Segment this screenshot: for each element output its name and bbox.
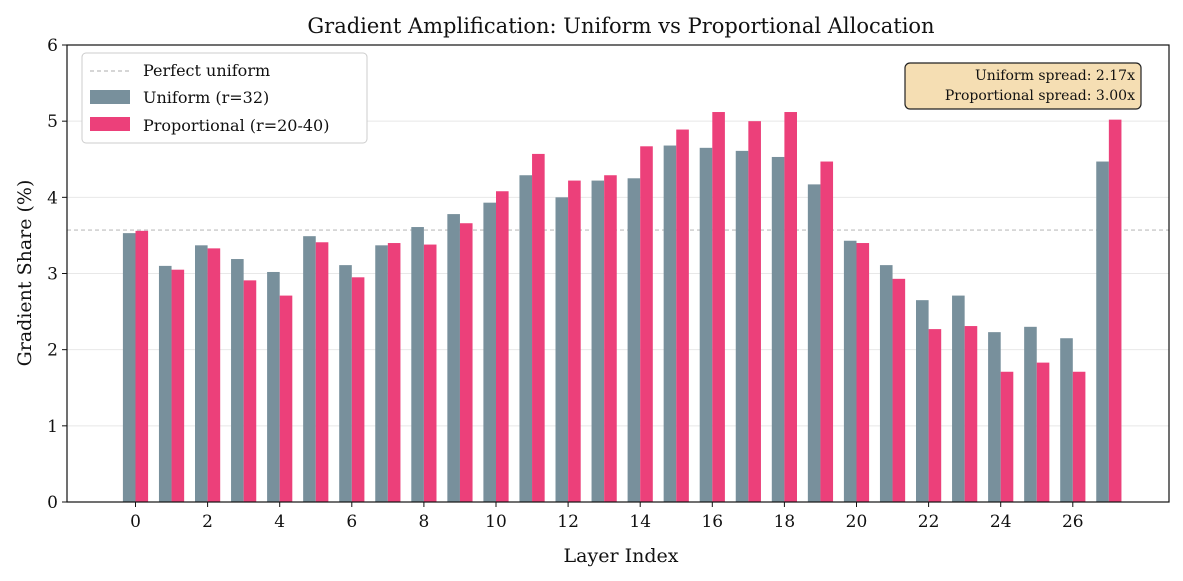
bar-proportional (712, 112, 725, 502)
legend-label-proportional: Proportional (r=20-40) (143, 116, 329, 135)
bar-proportional (892, 278, 906, 502)
bar-proportional (423, 244, 437, 502)
bar-uniform (663, 145, 677, 503)
bar-proportional (1036, 362, 1050, 502)
bar-proportional (676, 129, 689, 503)
bar-proportional (532, 153, 545, 502)
x-tick-label: 6 (346, 512, 357, 532)
spread-annotation: Uniform spread: 2.17x Proportional sprea… (904, 62, 1142, 110)
bar-proportional (1072, 371, 1086, 502)
bar-uniform (591, 180, 605, 502)
bar-proportional (351, 277, 365, 502)
bar-uniform (1024, 326, 1037, 502)
y-tick-label: 4 (47, 188, 58, 208)
legend-label-reference: Perfect uniform (143, 61, 270, 80)
bar-uniform (952, 295, 965, 502)
bar-uniform (158, 265, 172, 502)
legend-box (81, 52, 368, 144)
bar-uniform (555, 197, 569, 503)
x-axis-label: Layer Index (564, 545, 679, 567)
bar-uniform (843, 240, 857, 502)
bar-proportional (604, 175, 617, 502)
bar-uniform (735, 150, 749, 502)
x-tick-label: 10 (485, 512, 507, 532)
bar-uniform (771, 156, 785, 502)
bar-proportional (171, 269, 185, 502)
bar-proportional (928, 329, 942, 502)
bar-proportional (279, 295, 293, 502)
bar-uniform (195, 245, 208, 502)
bar-proportional (784, 112, 797, 502)
bar-uniform (303, 236, 316, 502)
bar-uniform (519, 175, 533, 502)
legend-label-uniform: Uniform (r=32) (143, 88, 269, 107)
x-tick-label: 8 (418, 512, 429, 532)
bar-proportional (748, 121, 761, 503)
bar-proportional (315, 242, 329, 502)
y-tick-label: 5 (47, 112, 58, 132)
bar-uniform (122, 233, 136, 503)
bar-proportional (207, 248, 221, 502)
legend-swatch-uniform (90, 90, 130, 104)
x-tick-label: 20 (846, 512, 868, 532)
y-tick-label: 1 (47, 417, 58, 437)
annotation-proportional-spread: Proportional spread: 3.00x (945, 88, 1135, 104)
x-tick-label: 18 (774, 512, 796, 532)
bar-uniform (267, 271, 280, 502)
bar-proportional (856, 243, 870, 503)
y-axis-ticks: 0 1 2 3 4 5 6 (47, 36, 67, 513)
x-tick-label: 4 (274, 512, 285, 532)
x-tick-label: 24 (990, 512, 1012, 532)
y-axis-label: Gradient Share (%) (14, 180, 36, 367)
x-tick-label: 26 (1062, 512, 1084, 532)
bar-uniform (627, 178, 641, 502)
y-tick-label: 3 (47, 265, 58, 285)
bar-proportional (459, 223, 473, 503)
bar-proportional (568, 180, 581, 502)
bar-proportional (387, 243, 401, 503)
y-tick-label: 2 (47, 341, 58, 361)
annotation-uniform-spread: Uniform spread: 2.17x (975, 68, 1135, 84)
annotation-box (904, 62, 1142, 110)
bar-proportional (135, 230, 149, 502)
bar-uniform (231, 259, 244, 502)
bar-proportional (1108, 119, 1122, 502)
x-axis-ticks: 0 2 4 6 8 10 12 14 16 18 20 22 24 26 (130, 502, 1084, 532)
bar-uniform (1060, 338, 1073, 502)
x-tick-label: 22 (918, 512, 940, 532)
y-tick-label: 6 (47, 36, 58, 56)
legend: Perfect uniform Uniform (r=32) Proportio… (81, 52, 368, 144)
x-tick-label: 14 (629, 512, 651, 532)
x-tick-label: 0 (130, 512, 141, 532)
bar-uniform (447, 214, 460, 502)
x-tick-label: 12 (557, 512, 579, 532)
bar-uniform (411, 227, 424, 502)
x-tick-label: 16 (701, 512, 723, 532)
bars (122, 112, 1122, 503)
bar-proportional (820, 161, 834, 502)
bar-uniform (483, 202, 496, 503)
bar-proportional (964, 326, 978, 502)
bar-uniform (807, 184, 821, 502)
bar-proportional (640, 146, 653, 502)
bar-uniform (916, 300, 929, 502)
bar-uniform (375, 245, 388, 502)
bar-proportional (243, 280, 257, 502)
bar-proportional (496, 191, 509, 503)
bar-uniform (699, 147, 713, 502)
x-tick-label: 2 (202, 512, 213, 532)
bar-uniform (1096, 161, 1109, 502)
y-tick-label: 0 (47, 493, 58, 513)
chart-title: Gradient Amplification: Uniform vs Propo… (307, 14, 934, 38)
bar-proportional (1000, 371, 1014, 502)
bar-uniform (339, 265, 352, 502)
bar-uniform (879, 265, 893, 502)
legend-swatch-proportional (90, 117, 130, 131)
bar-uniform (988, 332, 1001, 502)
